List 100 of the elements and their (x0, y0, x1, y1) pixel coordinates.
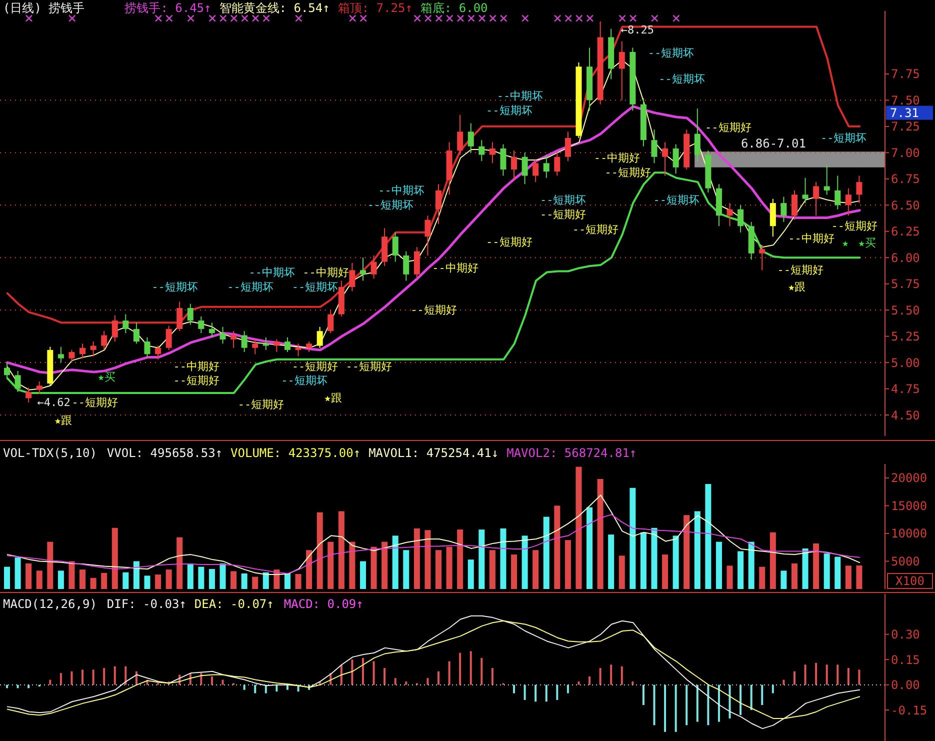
candlestick (834, 175, 841, 210)
bar (748, 542, 754, 589)
text: 智能黄金线: 6.54↑ (219, 1, 330, 15)
bar (80, 570, 86, 589)
bar (392, 536, 398, 589)
candlestick (478, 140, 485, 162)
bar (349, 542, 356, 589)
bar (394, 678, 396, 685)
candlestick (813, 182, 820, 216)
annotation: --短期坏 (292, 280, 338, 294)
bar (545, 684, 548, 702)
bar (672, 536, 679, 589)
bar (58, 570, 64, 589)
bar (424, 530, 431, 589)
bar (738, 551, 744, 589)
bar (632, 681, 634, 685)
bar (254, 684, 256, 694)
bar (826, 664, 828, 685)
candlestick (489, 142, 496, 164)
bar (241, 573, 248, 589)
text: 箱顶: 7.25↑ (338, 1, 412, 15)
annotation: --短期坏 (486, 104, 532, 118)
candlestick (306, 341, 312, 353)
bar (802, 548, 808, 589)
annotation: --短期好 (346, 360, 392, 374)
bar (640, 532, 646, 589)
text: VVOL: 495658.53↑ (106, 446, 223, 460)
bar (262, 572, 269, 589)
bar (556, 684, 558, 700)
y-tick-label: 0.15 (891, 652, 920, 667)
bar (664, 684, 666, 732)
bar (362, 658, 364, 685)
candlestick (824, 164, 830, 196)
annotation: --短期好 (705, 120, 752, 134)
bar (804, 664, 806, 685)
annotation: --短期好 (777, 264, 824, 277)
bar (597, 479, 604, 589)
bar (122, 572, 129, 589)
bar (286, 684, 288, 690)
bar (686, 684, 688, 726)
bar (759, 566, 766, 589)
bar (4, 566, 10, 589)
bar (133, 561, 140, 589)
candlestick (672, 144, 679, 174)
candlestick (241, 330, 248, 353)
annotation: ★买 (98, 370, 116, 384)
bar (534, 684, 537, 702)
bar (780, 570, 787, 589)
bar (824, 553, 830, 589)
bar (403, 550, 410, 589)
candlestick (328, 310, 334, 334)
candlestick (436, 184, 442, 225)
bar (566, 684, 569, 694)
bar (491, 668, 494, 685)
bar (684, 515, 690, 589)
candlestick (220, 326, 226, 344)
bar (468, 560, 474, 589)
y-tick-label: 7.25 (891, 120, 920, 134)
bar (543, 516, 550, 589)
y-tick-label: 15000 (891, 498, 928, 513)
bar (791, 563, 798, 589)
bar (414, 528, 420, 589)
bar (845, 566, 852, 589)
bar (459, 652, 462, 685)
candlestick (370, 255, 377, 280)
bar (858, 670, 860, 685)
bar (187, 563, 194, 589)
chart-title: (日线) 捞钱手 (3, 1, 85, 15)
bar (750, 684, 752, 710)
y-tick-label: 5.75 (891, 277, 920, 292)
annotation: --中期好 (594, 151, 640, 164)
candlestick (564, 131, 571, 162)
bar (694, 511, 700, 589)
candlestick (316, 326, 323, 348)
bar (500, 528, 506, 589)
annotation: ★跟 (324, 392, 342, 405)
bar (114, 666, 116, 685)
bar (208, 569, 215, 589)
bar (480, 658, 483, 685)
y-tick-label: 6.75 (891, 172, 920, 186)
annotation: --短期好 (238, 398, 284, 412)
bar (243, 684, 246, 690)
bar (101, 572, 108, 589)
annotation: ★ (842, 236, 850, 250)
annotation: ←8.25 (620, 23, 654, 36)
bar (716, 542, 722, 589)
candlestick (780, 196, 787, 222)
bar (252, 576, 258, 589)
bar (92, 670, 94, 685)
candlestick (133, 322, 140, 344)
bar (674, 684, 677, 732)
annotation: --短期好 (173, 374, 220, 387)
y-tick-label: -0.15 (891, 703, 928, 718)
bar (620, 666, 623, 685)
candlestick (295, 343, 302, 357)
bar (588, 676, 591, 685)
bar (155, 574, 162, 589)
bar (834, 556, 841, 589)
annotation: --短期好 (292, 360, 338, 374)
bar (306, 550, 312, 589)
